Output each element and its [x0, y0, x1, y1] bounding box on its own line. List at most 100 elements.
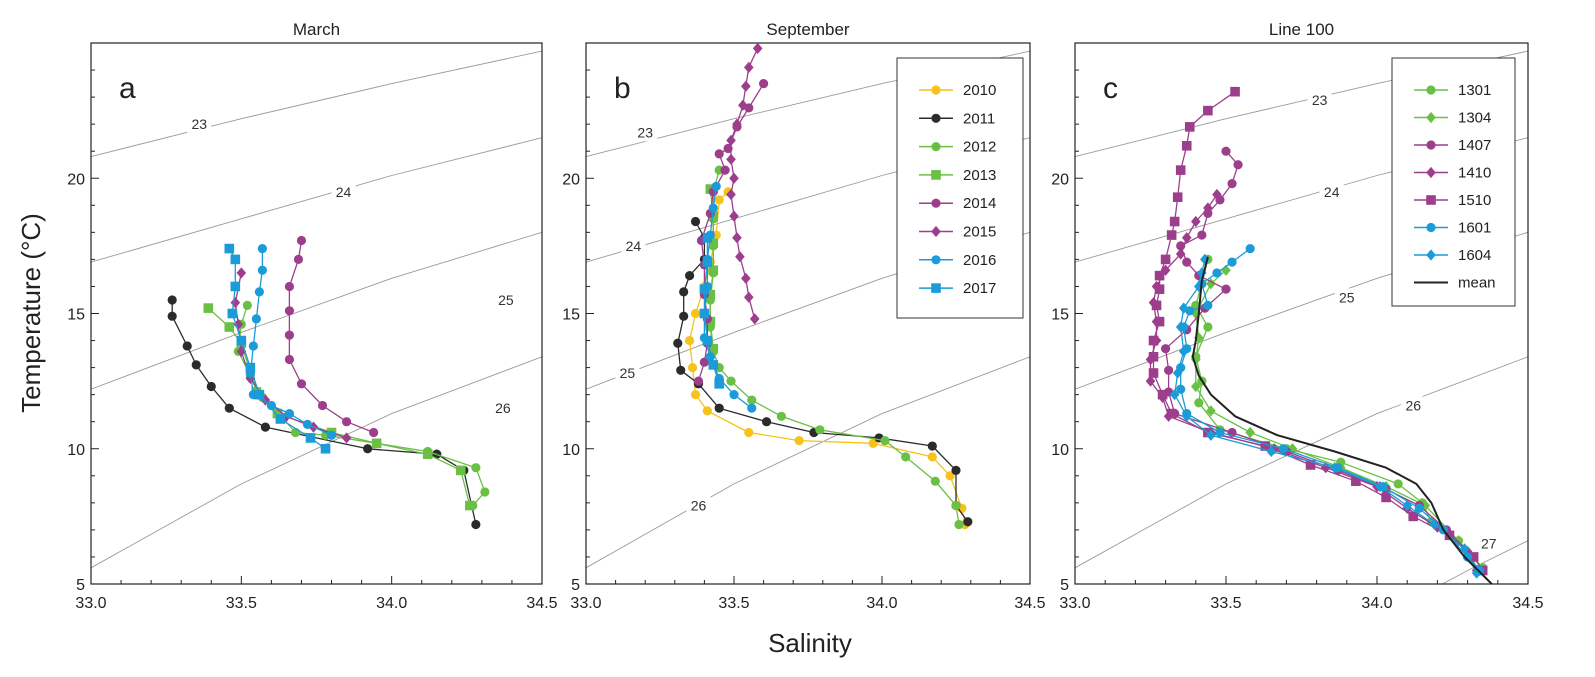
- data-point: [963, 517, 973, 527]
- data-point: [236, 335, 247, 346]
- legend-label: 2011: [963, 110, 995, 127]
- data-point: [744, 61, 754, 73]
- panel-september: 23 24 25 26 September b 33.0 33.5 34.0 34.5 5 10 15 2…: [562, 20, 1045, 612]
- isopycnal-label: 26: [1405, 397, 1421, 413]
- data-point: [1381, 492, 1391, 503]
- isopycnal-label: 24: [336, 184, 352, 200]
- data-point: [699, 284, 710, 294]
- data-point: [245, 372, 256, 385]
- data-point: [224, 243, 235, 254]
- data-point: [679, 287, 689, 297]
- legend-entry-1410: 1410: [1414, 165, 1491, 182]
- data-point: [744, 427, 754, 438]
- legend-marker: [931, 198, 941, 208]
- y-tick-label: 10: [562, 442, 580, 459]
- data-point: [702, 335, 713, 346]
- data-point: [732, 118, 742, 130]
- legend-entry-2014: 2014: [919, 195, 996, 212]
- y-tick-label: 20: [67, 171, 85, 188]
- data-point: [456, 465, 466, 476]
- legend-marker: [1426, 140, 1436, 150]
- series-line: [1191, 256, 1493, 584]
- x-axis: 33.0 33.5 34.0 34.5: [570, 576, 1046, 612]
- data-point: [1351, 476, 1361, 487]
- y-tick-label: 5: [1060, 577, 1069, 594]
- data-point: [191, 360, 201, 370]
- isopycnal-26: [91, 356, 542, 569]
- data-point: [741, 272, 751, 284]
- legend-label: 2012: [963, 139, 996, 156]
- legend-box: [896, 57, 1024, 319]
- data-point: [1178, 345, 1189, 357]
- data-point: [1305, 460, 1316, 470]
- legend-label: mean: [1458, 275, 1496, 292]
- legend-entry-2012: 2012: [919, 139, 996, 156]
- data-point: [708, 360, 719, 370]
- data-point: [930, 476, 940, 486]
- series-2015: [726, 43, 763, 325]
- legend-label: 1407: [1458, 137, 1491, 154]
- legend-marker: [1426, 222, 1436, 233]
- data-point: [167, 311, 177, 321]
- data-point: [251, 314, 261, 324]
- isopycnal-25: [91, 231, 542, 390]
- x-tick-label: 34.0: [866, 595, 897, 612]
- data-point: [1375, 481, 1385, 493]
- data-point: [1178, 302, 1189, 314]
- data-point: [1169, 389, 1180, 401]
- data-point: [341, 417, 352, 427]
- data-point: [1175, 165, 1186, 175]
- isopycnal-label: 23: [191, 116, 207, 132]
- data-point: [1221, 264, 1231, 276]
- data-point: [480, 487, 490, 497]
- legend-marker: [931, 113, 941, 123]
- y-axis: 5 10 15 20: [1051, 42, 1083, 594]
- data-point: [705, 352, 715, 362]
- x-tick-label: 33.0: [75, 595, 106, 612]
- legend-entry-1301: 1301: [1414, 82, 1491, 99]
- data-point: [1215, 427, 1225, 438]
- data-point: [714, 149, 724, 159]
- data-point: [951, 465, 961, 475]
- legend-entry-mean: mean: [1414, 275, 1496, 292]
- data-point: [245, 362, 256, 373]
- data-point: [690, 390, 701, 400]
- data-point: [1221, 284, 1231, 294]
- panel-letter: b: [614, 72, 631, 105]
- data-point: [1212, 268, 1222, 278]
- panel-march: 23 24 25 26 March a 33.0 33.5 34.0 34.5 5 10 15 20: [67, 20, 557, 612]
- data-point: [1206, 429, 1216, 441]
- data-point: [927, 452, 937, 462]
- legend-entry-2010: 2010: [919, 82, 996, 99]
- isopycnals: 23 24 25 26 27: [1075, 50, 1528, 584]
- data-point: [714, 403, 724, 413]
- data-point: [1221, 146, 1231, 156]
- legend-entry-1407: 1407: [1414, 137, 1491, 154]
- data-point: [1278, 444, 1288, 454]
- data-point: [320, 443, 331, 454]
- isopycnal-23: [91, 50, 542, 158]
- data-point: [693, 376, 704, 386]
- data-point: [726, 376, 736, 386]
- data-point: [284, 306, 295, 316]
- series-line: [288, 240, 374, 434]
- x-tick-label: 33.5: [1210, 595, 1241, 612]
- data-point: [363, 444, 373, 454]
- legend: 1301 1304 1407 1410 1510 1601 1604 mean: [1391, 57, 1516, 307]
- series-2016: [245, 243, 337, 440]
- data-point: [1166, 408, 1177, 419]
- data-point: [296, 379, 307, 389]
- legend-marker: [931, 283, 941, 293]
- data-point: [471, 463, 481, 473]
- isopycnal-label: 26: [691, 498, 707, 514]
- data-point: [1164, 365, 1174, 375]
- data-point: [1191, 215, 1201, 228]
- data-point: [230, 297, 241, 309]
- panel-title: September: [766, 20, 849, 39]
- x-tick-label: 33.5: [718, 595, 749, 612]
- data-point: [1151, 300, 1162, 311]
- data-point: [708, 265, 719, 276]
- data-point: [1408, 511, 1419, 522]
- data-point: [275, 414, 286, 424]
- data-point: [901, 452, 911, 462]
